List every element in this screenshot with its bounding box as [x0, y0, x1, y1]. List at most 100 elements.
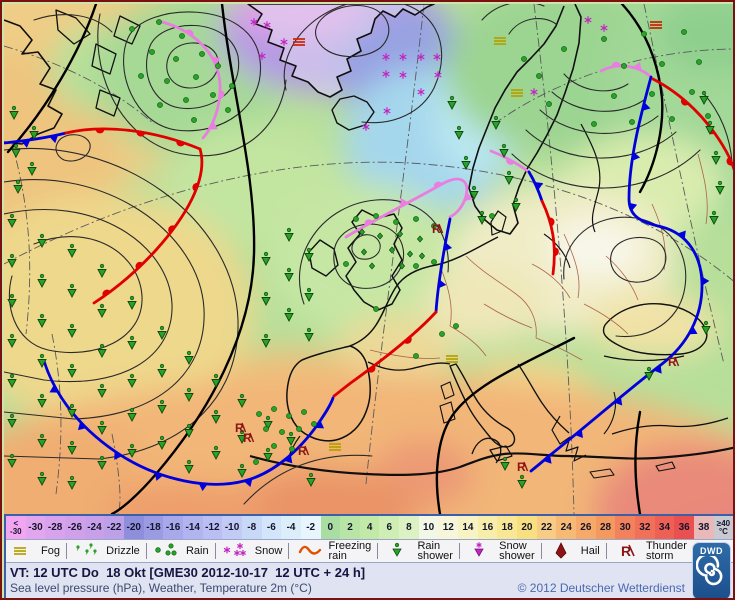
scale-cell: 18 — [497, 516, 518, 539]
rain-symbol — [263, 426, 269, 432]
scale-cell: -4 — [281, 516, 301, 539]
rain-symbol — [279, 429, 285, 435]
rain-shower-symbol — [469, 185, 479, 200]
rain-shower-symbol — [7, 333, 17, 348]
warm-front — [651, 77, 733, 171]
svg-text:R: R — [298, 444, 307, 458]
drizzle-symbol — [388, 246, 396, 254]
svg-text:R: R — [517, 460, 526, 474]
rain-symbol — [439, 331, 445, 337]
temperature-color-scale: < -30 -30 -28 -26 -24 -22 -20 -18 -16 -14 -12 -10 -8-… — [6, 516, 733, 540]
rain-shower-symbol — [7, 453, 17, 468]
snow-symbol — [280, 38, 288, 46]
rain-symbol — [129, 26, 135, 32]
rain-shower-symbol — [211, 373, 221, 388]
rain-symbol — [225, 107, 231, 113]
legend-item-rain-shower: Rain shower — [384, 540, 453, 562]
snow-symbol — [433, 53, 441, 61]
rain-shower-symbol — [184, 423, 194, 438]
scale-cell: 22 — [536, 516, 557, 539]
thunderstorm-symbol: R — [298, 444, 310, 458]
thunderstorm-symbol: R — [432, 222, 444, 236]
scale-cell: -10 — [222, 516, 242, 539]
legend-item-drizzle: Drizzle — [73, 541, 140, 561]
rain-symbol — [156, 19, 162, 25]
rain-shower-symbol — [37, 353, 47, 368]
rain-shower-symbol — [97, 420, 107, 435]
warm-front — [92, 147, 204, 305]
rain-symbol — [157, 102, 163, 108]
drizzle-symbol — [396, 230, 404, 238]
fog-symbol — [446, 355, 458, 363]
fronts — [4, 20, 733, 492]
rain-shower-symbol — [263, 415, 273, 430]
occluded-front — [489, 149, 531, 174]
legend-item-label: Rain shower — [417, 540, 453, 562]
rain-symbol — [193, 74, 199, 80]
rain-shower-symbol — [461, 155, 471, 170]
rain-shower-symbol — [97, 263, 107, 278]
coastlines — [4, 4, 733, 479]
rain-shower-symbol — [157, 435, 167, 450]
rain-symbol — [669, 116, 675, 122]
scale-cell: -18 — [143, 516, 164, 539]
dwd-logo-text: DWD — [700, 546, 723, 556]
rain-symbol — [705, 113, 711, 119]
svg-text:R: R — [621, 543, 631, 559]
rain-shower-symbol — [37, 233, 47, 248]
freezing-fog-symbol — [650, 21, 662, 29]
snow-symbol — [600, 24, 608, 32]
rain-shower-symbol — [29, 125, 39, 140]
scale-cell: ≥40 °C — [713, 516, 733, 539]
scale-cell: 34 — [654, 516, 675, 539]
rain-shower-symbol — [127, 373, 137, 388]
cold-front — [4, 131, 68, 145]
rain-shower-symbol — [9, 105, 19, 120]
scale-cell: 24 — [556, 516, 577, 539]
rain-symbol — [453, 323, 459, 329]
legend-divider — [605, 543, 607, 559]
rain-symbol — [199, 51, 205, 57]
rain-symbol — [649, 91, 655, 97]
cold-front — [42, 359, 335, 486]
rain-symbol — [659, 61, 665, 67]
scale-cell: 30 — [615, 516, 635, 539]
rain-symbol — [215, 63, 221, 69]
thunderstorm-icon: R — [621, 543, 635, 559]
drizzle-icon — [76, 543, 97, 555]
rain-shower-symbol — [304, 287, 314, 302]
snow-symbol — [250, 18, 258, 26]
fog-symbol — [494, 37, 506, 45]
hail-icon — [555, 542, 567, 559]
legend-item-rain: Rain — [153, 541, 209, 561]
rain-shower-symbol — [261, 251, 271, 266]
rain-symbol — [253, 459, 259, 465]
rain-shower-symbol — [644, 366, 654, 381]
scale-cell: 0 — [320, 516, 341, 539]
drizzle-symbol — [360, 248, 368, 256]
validity-line: VT: 12 UTC Do 18 Okt [GME30 2012-10-17 1… — [10, 565, 366, 580]
cold-front — [529, 75, 704, 473]
rain-shower-symbol — [67, 403, 77, 418]
rain-symbol — [489, 213, 495, 219]
occluded-front — [344, 177, 469, 239]
rain-symbol — [149, 49, 155, 55]
rain-symbol — [289, 446, 295, 452]
parameters-line: Sea level pressure (hPa), Weather, Tempe… — [10, 581, 312, 595]
rain-symbol — [256, 411, 262, 417]
rain-shower-symbol — [517, 474, 527, 489]
legend-item-thunderstorm: R Thunder storm — [613, 541, 687, 562]
rain-symbol — [591, 121, 597, 127]
warm-front — [332, 310, 438, 398]
svg-text:R: R — [235, 421, 244, 435]
snow-symbol — [258, 52, 266, 60]
legend-item-freezing-rain: Freezing rain — [296, 541, 371, 562]
scale-cell: < -30 — [6, 516, 26, 539]
rain-symbol — [373, 306, 379, 312]
rain-shower-symbol — [67, 363, 77, 378]
scale-cell: -2 — [300, 516, 321, 539]
legend-item-snow: Snow — [222, 541, 283, 561]
legend-item-label: Snow — [254, 545, 283, 557]
rain-shower-symbol — [447, 95, 457, 110]
